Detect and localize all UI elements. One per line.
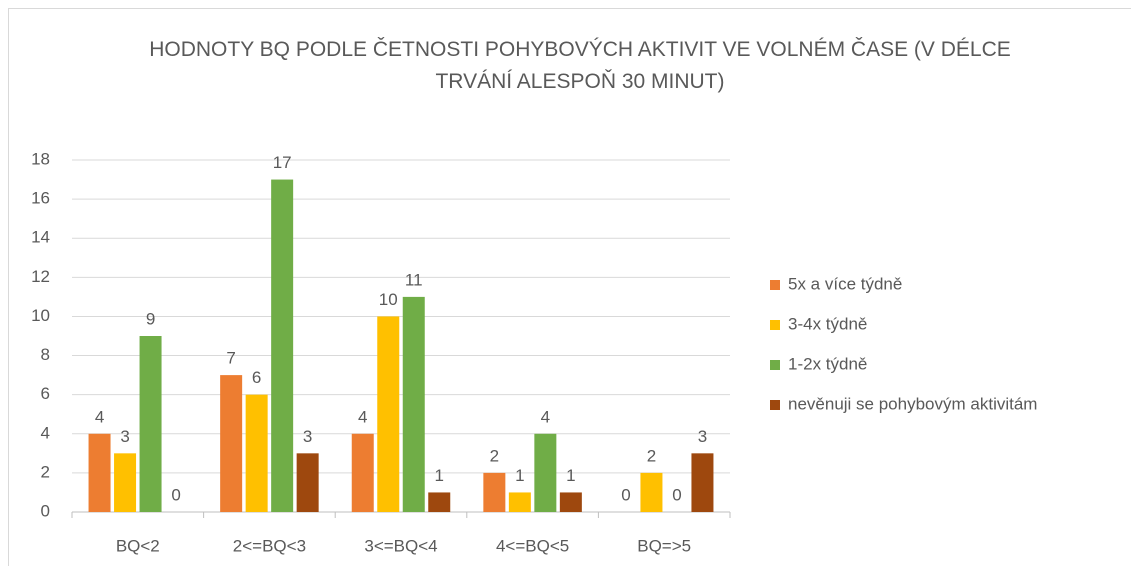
bar [534, 433, 557, 512]
bar [402, 296, 425, 512]
bar [508, 492, 531, 512]
y-tick-label: 10 [31, 306, 50, 325]
legend-swatch [770, 320, 780, 330]
y-tick-label: 2 [41, 462, 50, 481]
y-tick-label: 0 [41, 501, 50, 520]
y-tick-label: 4 [41, 423, 50, 442]
data-label: 17 [273, 153, 292, 172]
data-label: 1 [515, 466, 524, 485]
bar [428, 492, 451, 512]
data-label: 1 [435, 466, 444, 485]
y-tick-label: 16 [31, 189, 50, 208]
chart-border [8, 8, 1131, 566]
legend-label: 3-4x týdně [788, 314, 867, 333]
y-tick-label: 14 [31, 228, 50, 247]
data-label: 7 [226, 349, 235, 368]
data-label: 4 [541, 407, 550, 426]
chart-title: HODNOTY BQ PODLE ČETNOSTI POHYBOVÝCH AKT… [149, 38, 1011, 93]
data-label: 3 [698, 427, 707, 446]
data-label: 6 [252, 368, 261, 387]
data-label: 10 [379, 290, 398, 309]
x-tick-label: 4<=BQ<5 [496, 536, 569, 555]
bar [139, 336, 162, 512]
data-label: 3 [120, 427, 129, 446]
bar [483, 472, 506, 512]
legend-swatch [770, 280, 780, 290]
data-label: 0 [672, 485, 681, 504]
bar [296, 453, 319, 512]
data-label: 3 [303, 427, 312, 446]
legend-label: 1-2x týdně [788, 354, 867, 373]
data-label: 9 [146, 309, 155, 328]
bar [559, 492, 582, 512]
bar [377, 316, 400, 512]
bar [351, 433, 374, 512]
data-label: 4 [95, 407, 104, 426]
data-label: 1 [566, 466, 575, 485]
bar [245, 394, 268, 512]
legend-label: 5x a více týdně [788, 274, 902, 293]
x-tick-label: 2<=BQ<3 [233, 536, 306, 555]
bar [114, 453, 137, 512]
y-tick-label: 8 [41, 345, 50, 364]
y-tick-label: 12 [31, 267, 50, 286]
data-label: 2 [490, 446, 499, 465]
bar [640, 472, 663, 512]
data-label: 4 [358, 407, 367, 426]
data-label: 11 [405, 270, 423, 289]
y-tick-label: 6 [41, 384, 50, 403]
x-tick-label: BQ<2 [116, 536, 160, 555]
data-label: 0 [171, 485, 180, 504]
x-tick-label: BQ=>5 [637, 536, 691, 555]
bar [271, 179, 294, 513]
legend-swatch [770, 360, 780, 370]
x-tick-label: 3<=BQ<4 [364, 536, 437, 555]
bar [88, 433, 111, 512]
bar [691, 453, 714, 512]
bar [220, 375, 243, 512]
legend-swatch [770, 400, 780, 410]
legend-label: nevěnuji se pohybovým aktivitám [788, 394, 1037, 413]
y-tick-label: 18 [31, 149, 50, 168]
data-label: 0 [621, 485, 630, 504]
data-label: 2 [647, 446, 656, 465]
